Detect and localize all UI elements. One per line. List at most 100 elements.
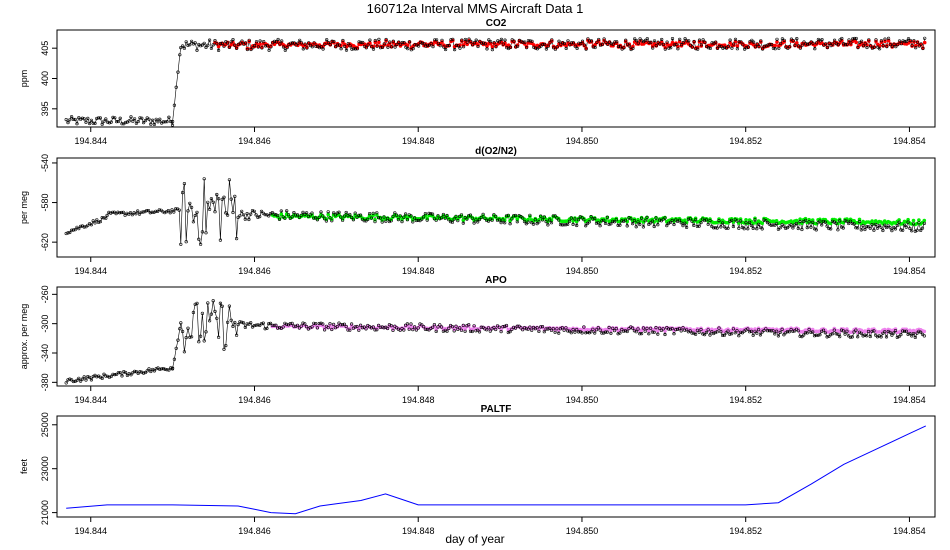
data-point	[885, 44, 889, 49]
data-point	[677, 218, 682, 222]
data-point	[560, 41, 565, 45]
data-point	[811, 330, 815, 334]
data-point	[268, 321, 273, 326]
data-point	[850, 37, 855, 41]
data-point	[388, 40, 392, 44]
data-point	[235, 46, 239, 51]
data-point	[784, 226, 788, 230]
panel-title: PALTF	[481, 404, 512, 415]
data-point	[279, 209, 283, 213]
data-point	[735, 219, 739, 223]
data-point	[434, 329, 438, 334]
data-point	[292, 324, 296, 328]
data-point	[73, 228, 77, 232]
data-point	[184, 40, 188, 44]
data-point	[766, 43, 770, 47]
data-point	[576, 330, 581, 334]
data-point	[413, 216, 417, 220]
y-tick-label: -260	[40, 285, 50, 303]
data-point	[645, 215, 649, 219]
data-point	[769, 223, 773, 227]
data-point	[443, 216, 447, 220]
data-point	[881, 228, 885, 233]
data-point	[771, 223, 775, 227]
panel-title: CO2	[486, 18, 507, 29]
data-point	[295, 213, 300, 217]
data-point	[413, 43, 417, 47]
data-point	[820, 37, 824, 42]
interval-point	[885, 43, 889, 48]
data-point	[87, 121, 92, 126]
data-point	[250, 209, 255, 213]
data-point	[749, 329, 754, 334]
data-point	[494, 45, 498, 49]
data-point	[672, 332, 676, 336]
data-point	[299, 324, 303, 328]
data-point	[178, 53, 182, 57]
data-point	[102, 119, 106, 123]
data-point	[515, 220, 519, 224]
data-point	[726, 226, 730, 230]
data-point	[796, 329, 800, 333]
data-point	[560, 326, 564, 330]
data-point	[297, 326, 302, 330]
data-point	[78, 224, 83, 228]
data-point	[386, 45, 390, 49]
data-point	[852, 330, 856, 334]
data-point	[188, 43, 192, 47]
interval-point	[795, 41, 799, 45]
data-point	[886, 224, 890, 228]
data-point	[154, 117, 158, 121]
data-point	[229, 40, 233, 44]
data-point	[149, 122, 153, 126]
data-point	[312, 216, 316, 220]
data-point	[539, 214, 543, 218]
data-point	[476, 328, 480, 332]
data-point	[834, 332, 838, 336]
data-point	[706, 46, 711, 50]
data-point	[184, 336, 188, 340]
data-point	[398, 328, 402, 332]
interval-point	[751, 221, 755, 225]
interval-point	[897, 218, 901, 222]
data-point	[923, 36, 927, 40]
interval-point	[647, 328, 651, 333]
data-point	[143, 370, 147, 375]
data-point	[411, 220, 415, 224]
data-point	[616, 332, 620, 336]
data-point	[904, 225, 908, 229]
data-point	[440, 216, 444, 220]
data-point	[910, 334, 914, 338]
data-point	[756, 222, 761, 226]
data-point	[663, 332, 667, 337]
data-point	[598, 224, 602, 228]
data-point	[917, 221, 921, 225]
data-point	[277, 217, 282, 221]
data-point	[481, 41, 486, 45]
data-point	[645, 37, 649, 41]
data-point	[227, 178, 231, 182]
data-point	[432, 323, 437, 327]
data-point	[425, 218, 429, 222]
data-point	[193, 41, 197, 45]
data-point	[259, 322, 264, 326]
data-point	[431, 325, 435, 329]
data-point	[553, 330, 557, 334]
data-point	[580, 216, 584, 220]
data-point	[158, 367, 162, 372]
data-point	[438, 43, 442, 48]
data-point	[375, 211, 379, 215]
data-point	[600, 42, 604, 47]
data-point	[596, 221, 600, 225]
data-point	[913, 335, 917, 340]
data-point	[98, 116, 102, 120]
data-point	[186, 43, 190, 48]
data-point	[593, 331, 597, 335]
data-point	[645, 326, 649, 331]
data-point	[650, 330, 655, 334]
data-point	[616, 44, 621, 49]
data-point	[773, 332, 777, 336]
data-point	[678, 37, 682, 41]
data-point	[872, 228, 876, 232]
